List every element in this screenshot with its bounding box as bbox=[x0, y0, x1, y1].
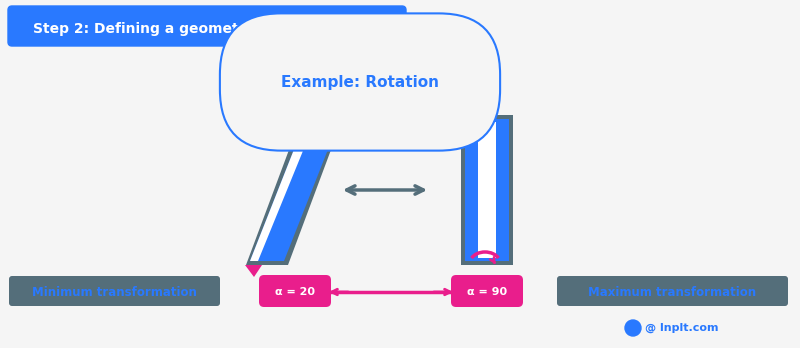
Polygon shape bbox=[245, 265, 262, 277]
FancyBboxPatch shape bbox=[465, 119, 509, 261]
FancyBboxPatch shape bbox=[451, 275, 523, 307]
Text: @ lnplt.com: @ lnplt.com bbox=[645, 323, 718, 333]
FancyBboxPatch shape bbox=[9, 276, 220, 306]
FancyBboxPatch shape bbox=[557, 276, 788, 306]
Polygon shape bbox=[250, 119, 316, 261]
Text: Step 2: Defining a geometric transformation: Step 2: Defining a geometric transformat… bbox=[33, 22, 382, 36]
Text: Example: Rotation: Example: Rotation bbox=[281, 74, 439, 89]
FancyBboxPatch shape bbox=[461, 115, 513, 265]
Text: Minimum transformation: Minimum transformation bbox=[32, 285, 197, 299]
Text: α = 90: α = 90 bbox=[467, 287, 507, 297]
FancyBboxPatch shape bbox=[259, 275, 331, 307]
Text: Maximum transformation: Maximum transformation bbox=[589, 285, 757, 299]
Text: α = 20: α = 20 bbox=[275, 287, 315, 297]
FancyBboxPatch shape bbox=[478, 122, 496, 258]
FancyBboxPatch shape bbox=[8, 6, 406, 46]
Polygon shape bbox=[250, 119, 340, 261]
Polygon shape bbox=[246, 115, 344, 265]
Circle shape bbox=[625, 320, 641, 336]
